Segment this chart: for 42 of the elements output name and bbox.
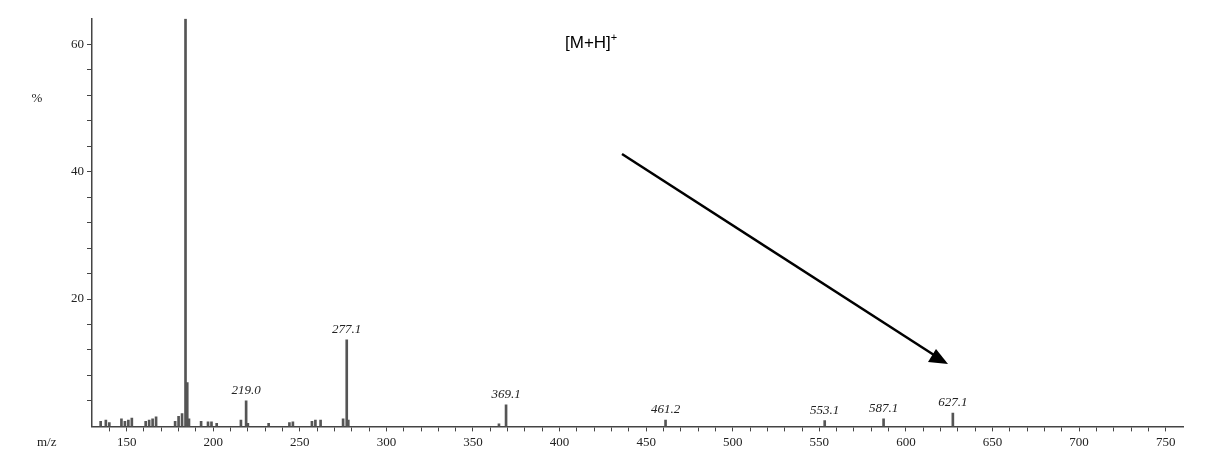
y-axis-title: % — [31, 90, 43, 106]
x-tick-label: 350 — [463, 433, 483, 449]
bar — [184, 18, 187, 427]
annotation: 219.0 — [231, 381, 262, 397]
bar — [210, 421, 213, 427]
bar — [215, 422, 219, 427]
y-tick-label: 40 — [71, 163, 84, 179]
annotation: 627.1 — [938, 393, 968, 409]
bar — [823, 420, 827, 427]
bar — [882, 418, 885, 427]
x-tick-label: 500 — [723, 433, 743, 449]
x-tick-label: 250 — [290, 433, 310, 449]
x-tick-label: 200 — [203, 433, 223, 449]
x-tick-label: 650 — [982, 433, 1003, 449]
annotation: 277.1 — [332, 320, 362, 336]
bar — [177, 415, 180, 427]
x-tick-label: 400 — [549, 433, 570, 449]
annotation: 461.2 — [650, 400, 681, 416]
annotation: [M+H]+ — [565, 31, 618, 52]
bar — [664, 419, 667, 427]
x-tick-label: 750 — [1155, 433, 1176, 449]
x-tick-label: 450 — [636, 433, 656, 449]
annotation: 553.1 — [810, 401, 840, 417]
annotation: 587.1 — [868, 399, 899, 415]
bar — [120, 418, 123, 427]
x-axis-title: m/z — [37, 434, 57, 450]
y-tick-label: 60 — [71, 35, 84, 51]
x-tick-label: 300 — [376, 433, 397, 449]
x-tick-label: 150 — [116, 433, 137, 449]
bar — [151, 418, 154, 427]
x-tick-label: 550 — [809, 433, 830, 449]
bar — [345, 339, 349, 427]
bar — [288, 422, 291, 427]
annotation: 369.1 — [490, 385, 521, 401]
x-tick-label: 700 — [1069, 433, 1089, 449]
bar — [314, 419, 317, 427]
bar — [267, 422, 270, 427]
x-tick-label: 600 — [896, 433, 916, 449]
bar — [319, 419, 322, 427]
y-tick-label: 20 — [71, 290, 84, 306]
bar — [127, 419, 130, 427]
bar — [99, 420, 102, 427]
